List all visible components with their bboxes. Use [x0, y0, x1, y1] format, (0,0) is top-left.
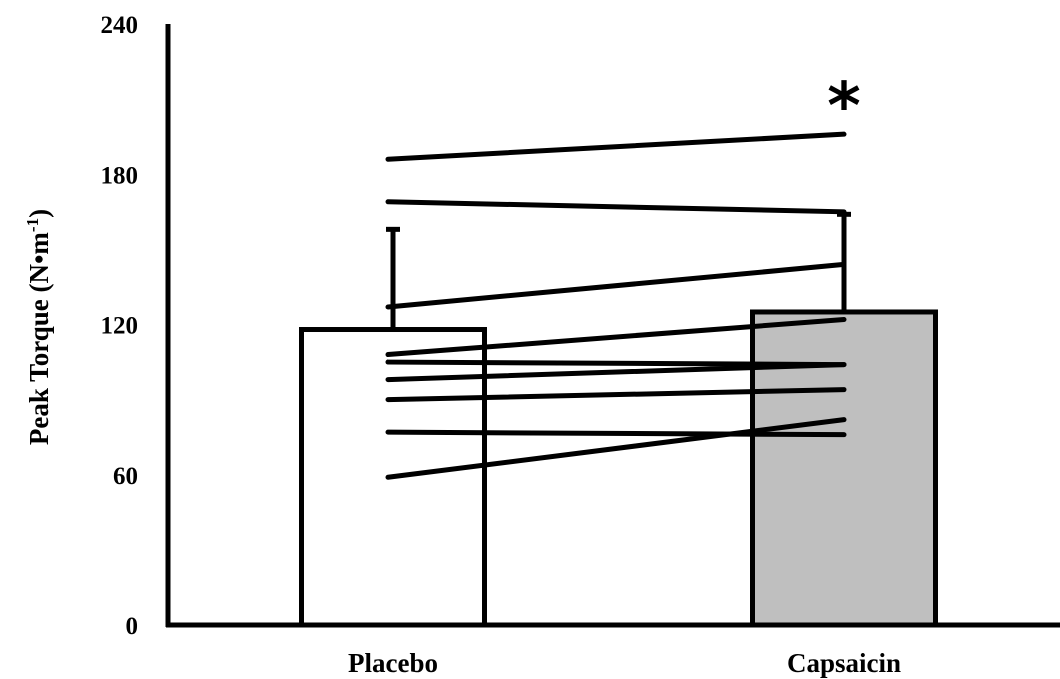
- participant-line-1: [385, 131, 847, 162]
- participant-line-5: [385, 359, 847, 368]
- participant-line-7: [385, 387, 847, 403]
- y-tick-label: 180: [101, 162, 139, 189]
- participant-line-3: [385, 261, 847, 310]
- bar-capsaicin: [750, 309, 938, 628]
- y-tick-label: 120: [101, 313, 139, 340]
- error-bars: [386, 211, 851, 330]
- y-axis-title: Peak Torque (N•m-1): [23, 209, 54, 445]
- bars: [299, 309, 938, 628]
- x-tick-label-placebo: Placebo: [348, 648, 438, 678]
- participant-line-2: [385, 199, 847, 215]
- x-tick-label-capsaicin: Capsaicin: [787, 648, 901, 678]
- participant-line-8: [385, 429, 847, 438]
- participant-line-6: [385, 362, 847, 383]
- labels: 0 60 120 180 240 Placebo Capsaicin Peak Torque …: [23, 12, 901, 678]
- y-tick-label: 240: [101, 12, 139, 39]
- participant-line-4: [385, 316, 847, 358]
- y-tick-label: 60: [113, 463, 138, 490]
- y-tick-label: 0: [126, 613, 139, 640]
- individual-lines: [385, 131, 847, 480]
- significance-marker: *: [827, 70, 860, 144]
- participant-line-9: [385, 417, 847, 480]
